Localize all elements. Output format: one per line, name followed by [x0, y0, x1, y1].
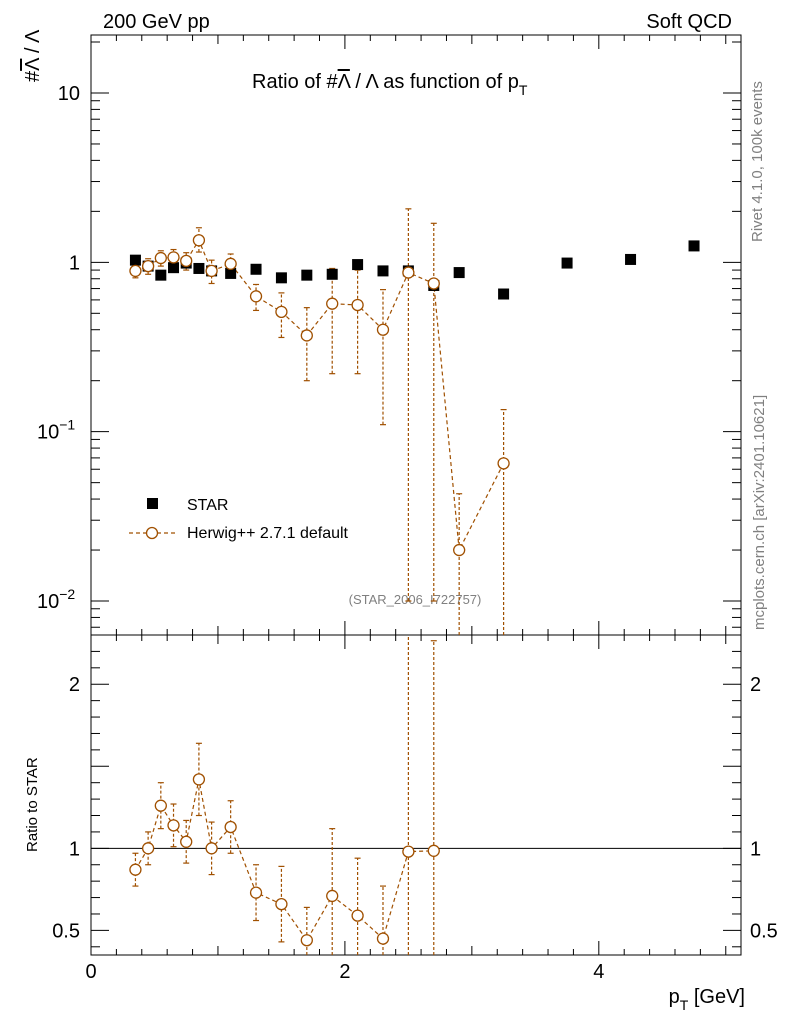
y-tick-label: 10	[58, 83, 80, 105]
herwig-data-point	[129, 264, 142, 278]
x-axis-label: pT [GeV]	[669, 986, 745, 1013]
ylabel-hash: #	[22, 70, 44, 82]
ratio-data-point	[205, 842, 218, 855]
herwig-data-point	[427, 277, 440, 290]
star-data-point	[352, 259, 364, 271]
legend-herwig-marker	[145, 526, 159, 540]
herwig-data-point	[497, 457, 510, 470]
xlabel-unit: [GeV]	[688, 986, 745, 1008]
ratio-data-point	[192, 773, 206, 786]
ratio-data-point	[326, 889, 339, 903]
ratio-data-point	[180, 835, 193, 848]
star-data-point	[561, 257, 573, 269]
ratio-data-layer	[129, 635, 440, 955]
star-data-point	[453, 267, 465, 279]
ratio-data-point	[275, 897, 288, 911]
mcplots-source-label: mcplots.cern.ch [arXiv:2401.10621]	[751, 395, 768, 630]
main-data-layer	[129, 208, 700, 635]
herwig-data-point	[154, 251, 167, 265]
y-tick-label-right: 0.5	[750, 920, 778, 942]
star-data-point	[301, 269, 313, 281]
y-tick-label: 1	[69, 838, 80, 860]
legend: STAR Herwig++ 2.7.1 default	[129, 497, 349, 542]
title-prefix: Ratio of #	[252, 71, 338, 93]
herwig-data-point	[167, 251, 180, 264]
ratio-data-point	[154, 799, 167, 812]
star-data-point	[250, 263, 262, 275]
herwig-data-point	[275, 305, 288, 319]
x-tick-label: 4	[593, 961, 604, 983]
y-tick-label: 10−2	[37, 586, 75, 613]
herwig-data-point	[453, 543, 466, 557]
star-data-point	[688, 240, 700, 252]
ratio-data-point	[427, 844, 440, 857]
main-plot-frame	[90, 34, 742, 636]
y-tick-label: 2	[69, 674, 80, 696]
ylabel-antilambda: Λ	[22, 57, 44, 71]
analysis-id-label: (STAR_2006_I722757)	[349, 592, 482, 607]
herwig-data-point	[249, 290, 263, 303]
ratio-data-point	[351, 909, 364, 922]
herwig-data-point	[351, 298, 364, 312]
legend-star-label: STAR	[187, 497, 228, 514]
star-data-point	[498, 288, 510, 300]
ratio-data-point	[129, 863, 142, 876]
star-data-point	[326, 268, 338, 280]
herwig-data-point	[141, 259, 155, 273]
title-antilambda: Λ	[338, 71, 352, 93]
herwig-data-point	[224, 257, 237, 270]
star-data-point	[193, 262, 205, 274]
x-tick-label: 0	[85, 961, 96, 983]
title-subscript: T	[519, 82, 528, 98]
star-data-point	[129, 254, 141, 266]
herwig-data-point	[326, 297, 339, 310]
xlabel-base: p	[669, 986, 680, 1008]
star-data-point	[225, 267, 237, 279]
title-middle: / Λ as function of p	[350, 71, 519, 93]
process-label: Soft QCD	[646, 11, 732, 33]
ratio-data-point	[141, 842, 155, 855]
star-data-point	[275, 272, 287, 284]
star-data-point	[155, 269, 167, 281]
herwig-data-point	[300, 329, 313, 342]
ratio-series-line	[134, 779, 434, 942]
ratio-data-point	[300, 934, 313, 947]
herwig-data-point	[376, 323, 390, 336]
ratio-data-point	[249, 886, 263, 899]
herwig-data-point	[205, 264, 218, 278]
herwig-data-point	[180, 254, 193, 268]
main-y-axis-label: #Λ / Λ	[22, 29, 44, 82]
plot-title: Ratio of #Λ / Λ as function of pT	[252, 71, 528, 98]
herwig-data-point	[192, 234, 206, 247]
main-axis-ticks: 10 1 10−1 10−2	[37, 35, 741, 635]
x-tick-label: 2	[339, 961, 350, 983]
y-tick-label: 10−1	[37, 417, 75, 444]
legend-star-marker	[147, 498, 158, 509]
ratio-data-point	[402, 845, 415, 858]
y-tick-label: 1	[69, 252, 80, 274]
star-data-point	[377, 265, 389, 277]
ratio-data-point	[224, 820, 237, 834]
rivet-version-label: Rivet 4.1.0, 100k events	[749, 81, 766, 242]
herwig-data-point	[402, 266, 415, 279]
y-tick-label-right: 2	[750, 674, 761, 696]
ratio-axis-ticks: 0 2 4 2 2 1 1 0.5 0.5	[52, 635, 778, 983]
star-data-point	[168, 262, 180, 274]
legend-herwig-label: Herwig++ 2.7.1 default	[187, 525, 349, 542]
ratio-data-point	[376, 932, 390, 945]
ylabel-rest: / Λ	[22, 29, 44, 59]
xlabel-subscript: T	[680, 997, 689, 1013]
ratio-data-point	[167, 819, 180, 832]
y-tick-label-right: 1	[750, 838, 761, 860]
ratio-plot-frame	[90, 634, 742, 956]
star-data-point	[625, 253, 637, 265]
ratio-y-axis-label: Ratio to STAR	[24, 757, 41, 852]
y-tick-label: 0.5	[52, 920, 80, 942]
energy-label: 200 GeV pp	[103, 11, 210, 33]
